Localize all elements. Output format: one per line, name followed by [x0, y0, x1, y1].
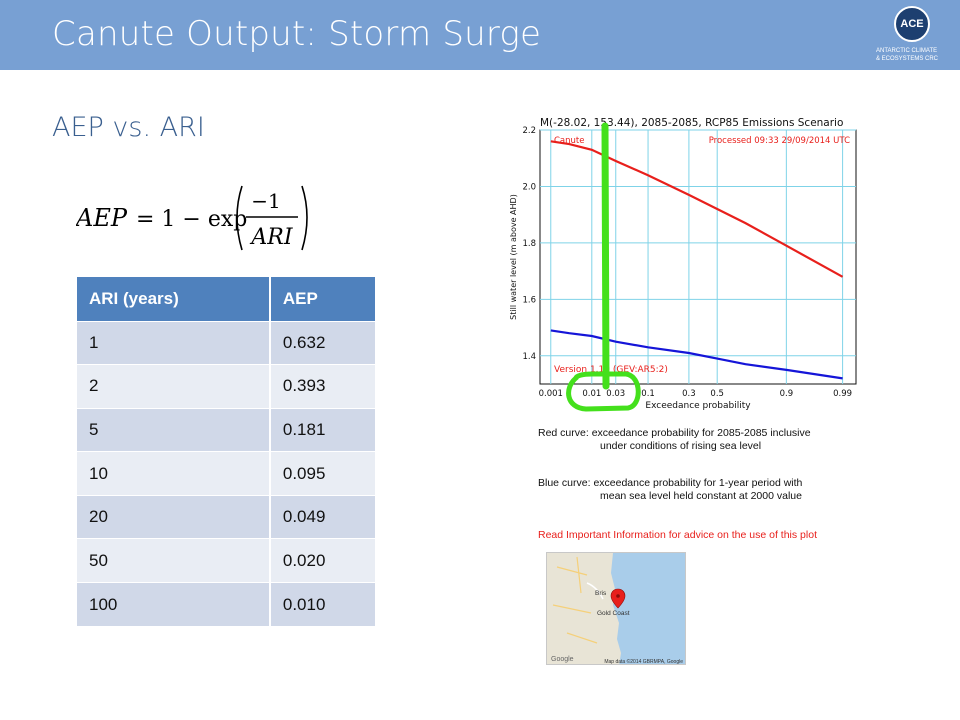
ari-cell: 10 — [77, 451, 271, 496]
x-tick-label: 0.01 — [582, 389, 601, 399]
page-title: Canute Output: Storm Surge — [52, 14, 542, 54]
green-highlight-annotation — [566, 122, 641, 412]
y-tick-label: 1.4 — [522, 352, 536, 362]
aep-cell: 0.020 — [269, 538, 378, 583]
map-location-pin-icon[interactable] — [610, 588, 626, 609]
x-tick-label: 0.5 — [710, 389, 724, 399]
series-layer — [550, 140, 844, 380]
formula-lhs: AEP — [76, 204, 128, 232]
map-pin-dot — [616, 594, 620, 598]
map-land — [547, 553, 621, 664]
x-tick-label: 0.99 — [833, 389, 852, 399]
ari-cell: 50 — [77, 538, 271, 583]
table-row: 2 0.393 — [77, 364, 378, 409]
note-red-line2: under conditions of rising sea level — [600, 440, 762, 452]
aep-cell: 0.181 — [269, 407, 378, 452]
x-tick-label: 0.03 — [606, 389, 625, 399]
aep-cell: 0.632 — [269, 320, 378, 365]
table-header-row: ARI (years) AEP — [77, 277, 378, 321]
logo-text-line2: & ECOSYSTEMS CRC — [876, 56, 939, 62]
table-row: 50 0.020 — [77, 538, 378, 583]
grid-layer — [540, 129, 856, 384]
note-red-line1: Red curve: exceedance probability for 20… — [538, 427, 811, 439]
header-bar: Canute Output: Storm Surge ACE ANTARCTIC… — [0, 0, 960, 70]
aep-cell: 0.393 — [269, 364, 378, 409]
y-axis-label: Still water level (m above AHD) — [509, 194, 518, 320]
tick-layer: 0.001 0.01 0.03 0.1 0.3 0.5 0.9 0.99 1.4 1.6 1.8 2.… — [522, 126, 852, 399]
ari-aep-table: ARI (years) AEP 1 0.632 2 0.393 5 0.181 10 0… — [77, 277, 378, 627]
y-tick-label: 1.6 — [522, 295, 536, 305]
y-tick-label: 1.8 — [522, 239, 536, 249]
formula-equals: = 1 − exp — [136, 207, 247, 232]
map-roads — [552, 556, 598, 644]
ace-logo-icon: ACE — [894, 6, 930, 42]
aep-cell: 0.010 — [269, 582, 378, 627]
note-blue-curve: Blue curve: exceedance probability for 1… — [538, 477, 868, 503]
x-axis-label: Exceedance probability — [645, 401, 751, 411]
blue-curve-line — [550, 329, 843, 380]
chart-annotation-version: Version 1.10 (GEV:AR5:2) — [554, 365, 668, 375]
ace-crc-logo: ACE ANTARCTIC CLIMATE & ECOSYSTEMS CRC — [876, 4, 956, 66]
logo-text-line1: ANTARCTIC CLIMATE — [876, 48, 938, 54]
ari-cell: 2 — [77, 364, 271, 409]
highlight-loop — [566, 371, 641, 412]
table-row: 1 0.632 — [77, 320, 378, 365]
x-tick-label: 0.001 — [539, 389, 563, 399]
x-tick-label: 0.1 — [641, 389, 655, 399]
map-highway — [586, 582, 604, 600]
formula-denominator: ARI — [249, 225, 293, 250]
formula-right-paren — [301, 185, 308, 251]
map-attribution: Map data ©2014 GBRMPA, Google — [604, 658, 683, 665]
column-header-ari: ARI (years) — [77, 277, 271, 321]
ari-cell: 20 — [77, 494, 271, 539]
column-header-aep: AEP — [269, 277, 378, 321]
formula-numerator: −1 — [251, 189, 280, 213]
formula-left-paren — [236, 185, 243, 251]
note-red-curve: Red curve: exceedance probability for 20… — [538, 427, 868, 453]
slide-subtitle: AEP vs. ARI — [52, 112, 205, 143]
ari-cell: 100 — [77, 582, 271, 627]
y-tick-label: 2.2 — [522, 126, 536, 136]
highlight-vertical-line — [601, 122, 610, 390]
map-label-brisbane: Bris — [595, 590, 607, 597]
table-row: 20 0.049 — [77, 494, 378, 539]
note-blue-line2: mean sea level held constant at 2000 val… — [600, 490, 802, 502]
aep-cell: 0.095 — [269, 451, 378, 496]
red-curve-line — [550, 140, 844, 278]
map-google-brand: Google — [551, 656, 574, 663]
map-label-gold-coast: Gold Coast — [597, 610, 630, 617]
chart-annotation-processed: Processed 09:33 29/09/2014 UTC — [709, 136, 850, 146]
note-blue-line1: Blue curve: exceedance probability for 1… — [538, 477, 803, 489]
aep-formula: AEP = 1 − exp −1 ARI — [74, 180, 316, 254]
x-tick-label: 0.9 — [780, 389, 794, 399]
x-tick-label: 0.3 — [682, 389, 696, 399]
location-map[interactable]: Bris Gold Coast Google Map data ©2014 GB… — [546, 552, 686, 665]
table-row: 10 0.095 — [77, 451, 378, 496]
chart-annotation-canute: Canute — [554, 136, 584, 146]
table-row: 100 0.010 — [77, 582, 378, 627]
y-tick-label: 2.0 — [522, 182, 536, 192]
chart-title: M(-28.02, 153.44), 2085-2085, RCP85 Emis… — [540, 117, 843, 129]
storm-surge-chart: M(-28.02, 153.44), 2085-2085, RCP85 Emis… — [506, 112, 866, 412]
ari-cell: 1 — [77, 320, 271, 365]
important-info-link[interactable]: Read Important Information for advice on… — [538, 529, 817, 541]
ari-cell: 5 — [77, 407, 271, 452]
aep-cell: 0.049 — [269, 494, 378, 539]
table-row: 5 0.181 — [77, 407, 378, 452]
